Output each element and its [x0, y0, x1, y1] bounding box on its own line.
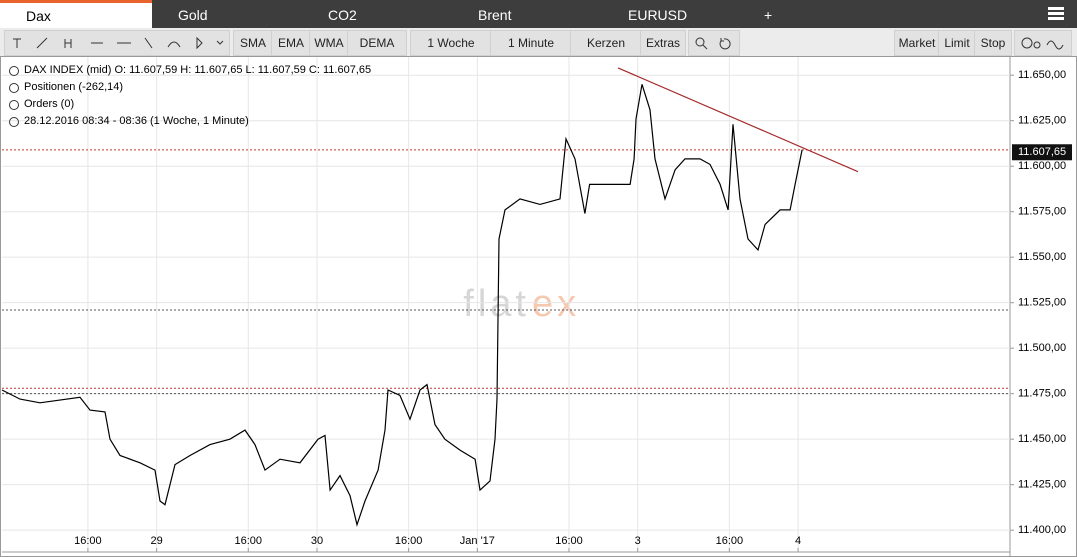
x-tick-label: 4	[795, 535, 801, 547]
x-tick-label: 16:00	[555, 535, 583, 547]
watermark: ex	[532, 283, 580, 325]
tab[interactable]: EURUSD	[628, 7, 688, 23]
menu-icon[interactable]	[1048, 7, 1064, 21]
indicator-button[interactable]: EMA	[271, 30, 311, 56]
y-tick-label: 11.400,00	[1018, 524, 1066, 536]
x-tick-label: 16:00	[716, 535, 744, 547]
y-tick-label: 11.475,00	[1018, 388, 1066, 400]
x-tick-label: 16:00	[74, 535, 102, 547]
y-tick-label: 11.575,00	[1018, 206, 1066, 218]
y-tick-label: 11.425,00	[1018, 479, 1066, 491]
order-button[interactable]: Stop	[974, 30, 1012, 56]
interval-select[interactable]: 1 Minute	[490, 30, 572, 56]
indicator-button[interactable]: WMA	[309, 30, 349, 56]
x-tick-label: 30	[311, 535, 323, 547]
order-button[interactable]: Market	[894, 30, 940, 56]
info-line: 28.12.2016 08:34 - 08:36 (1 Woche, 1 Min…	[8, 113, 371, 130]
price-line	[1, 84, 803, 527]
tab[interactable]: Gold	[178, 7, 208, 23]
indicator-button[interactable]: DEMA	[347, 30, 407, 56]
add-tab[interactable]: +	[764, 7, 773, 23]
x-tick-label: 16:00	[235, 535, 263, 547]
y-tick-label: 11.650,00	[1018, 69, 1066, 81]
style-select[interactable]: Kerzen	[570, 30, 642, 56]
drawing-tools[interactable]	[4, 30, 230, 56]
settings-icons	[1021, 37, 1064, 50]
toolbar: SMA EMA WMA DEMA 1 Woche 1 Minute Kerzen…	[0, 28, 1077, 57]
y-tick-label: 11.500,00	[1018, 342, 1066, 354]
chart: flat ex 11.400,00 11.425,00 11.450,00 11.47…	[0, 56, 1077, 557]
y-tick-label: 11.525,00	[1018, 297, 1066, 309]
tab[interactable]: CO2	[328, 7, 357, 23]
period-select[interactable]: 1 Woche	[410, 30, 492, 56]
extras-button[interactable]: Extras	[640, 30, 686, 56]
zoom-buttons[interactable]	[688, 30, 740, 56]
tab[interactable]: Dax	[0, 0, 152, 28]
info-line: Orders (0)	[8, 96, 371, 113]
last-price-label: 11.607,65	[1018, 146, 1066, 158]
x-tick-label: 16:00	[395, 535, 423, 547]
info-panel: DAX INDEX (mid) O: 11.607,59 H: 11.607,6…	[8, 62, 371, 130]
watermark: flat	[463, 283, 530, 325]
info-line: DAX INDEX (mid) O: 11.607,59 H: 11.607,6…	[8, 62, 371, 79]
y-tick-label: 11.600,00	[1018, 160, 1066, 172]
order-button[interactable]: Limit	[938, 30, 976, 56]
zoom-icons	[695, 37, 731, 50]
trend-line	[617, 67, 859, 173]
tool-icons	[13, 36, 224, 50]
tab[interactable]: Brent	[478, 7, 512, 23]
last-price-box	[1012, 144, 1072, 161]
indicator-button[interactable]: SMA	[233, 30, 273, 56]
settings-buttons[interactable]	[1014, 30, 1072, 56]
x-tick-label: 29	[151, 535, 163, 547]
x-tick-label: Jan '17	[460, 535, 495, 547]
y-tick-label: 11.550,00	[1018, 251, 1066, 263]
y-tick-label: 11.625,00	[1018, 115, 1066, 127]
x-tick-label: 3	[635, 535, 641, 547]
tab-bar: Dax Gold CO2 Brent EURUSD +	[0, 0, 1077, 28]
chart-frame	[0, 56, 1077, 557]
info-line: Positionen (-262,14)	[8, 79, 371, 96]
y-tick-label: 11.450,00	[1018, 433, 1066, 445]
